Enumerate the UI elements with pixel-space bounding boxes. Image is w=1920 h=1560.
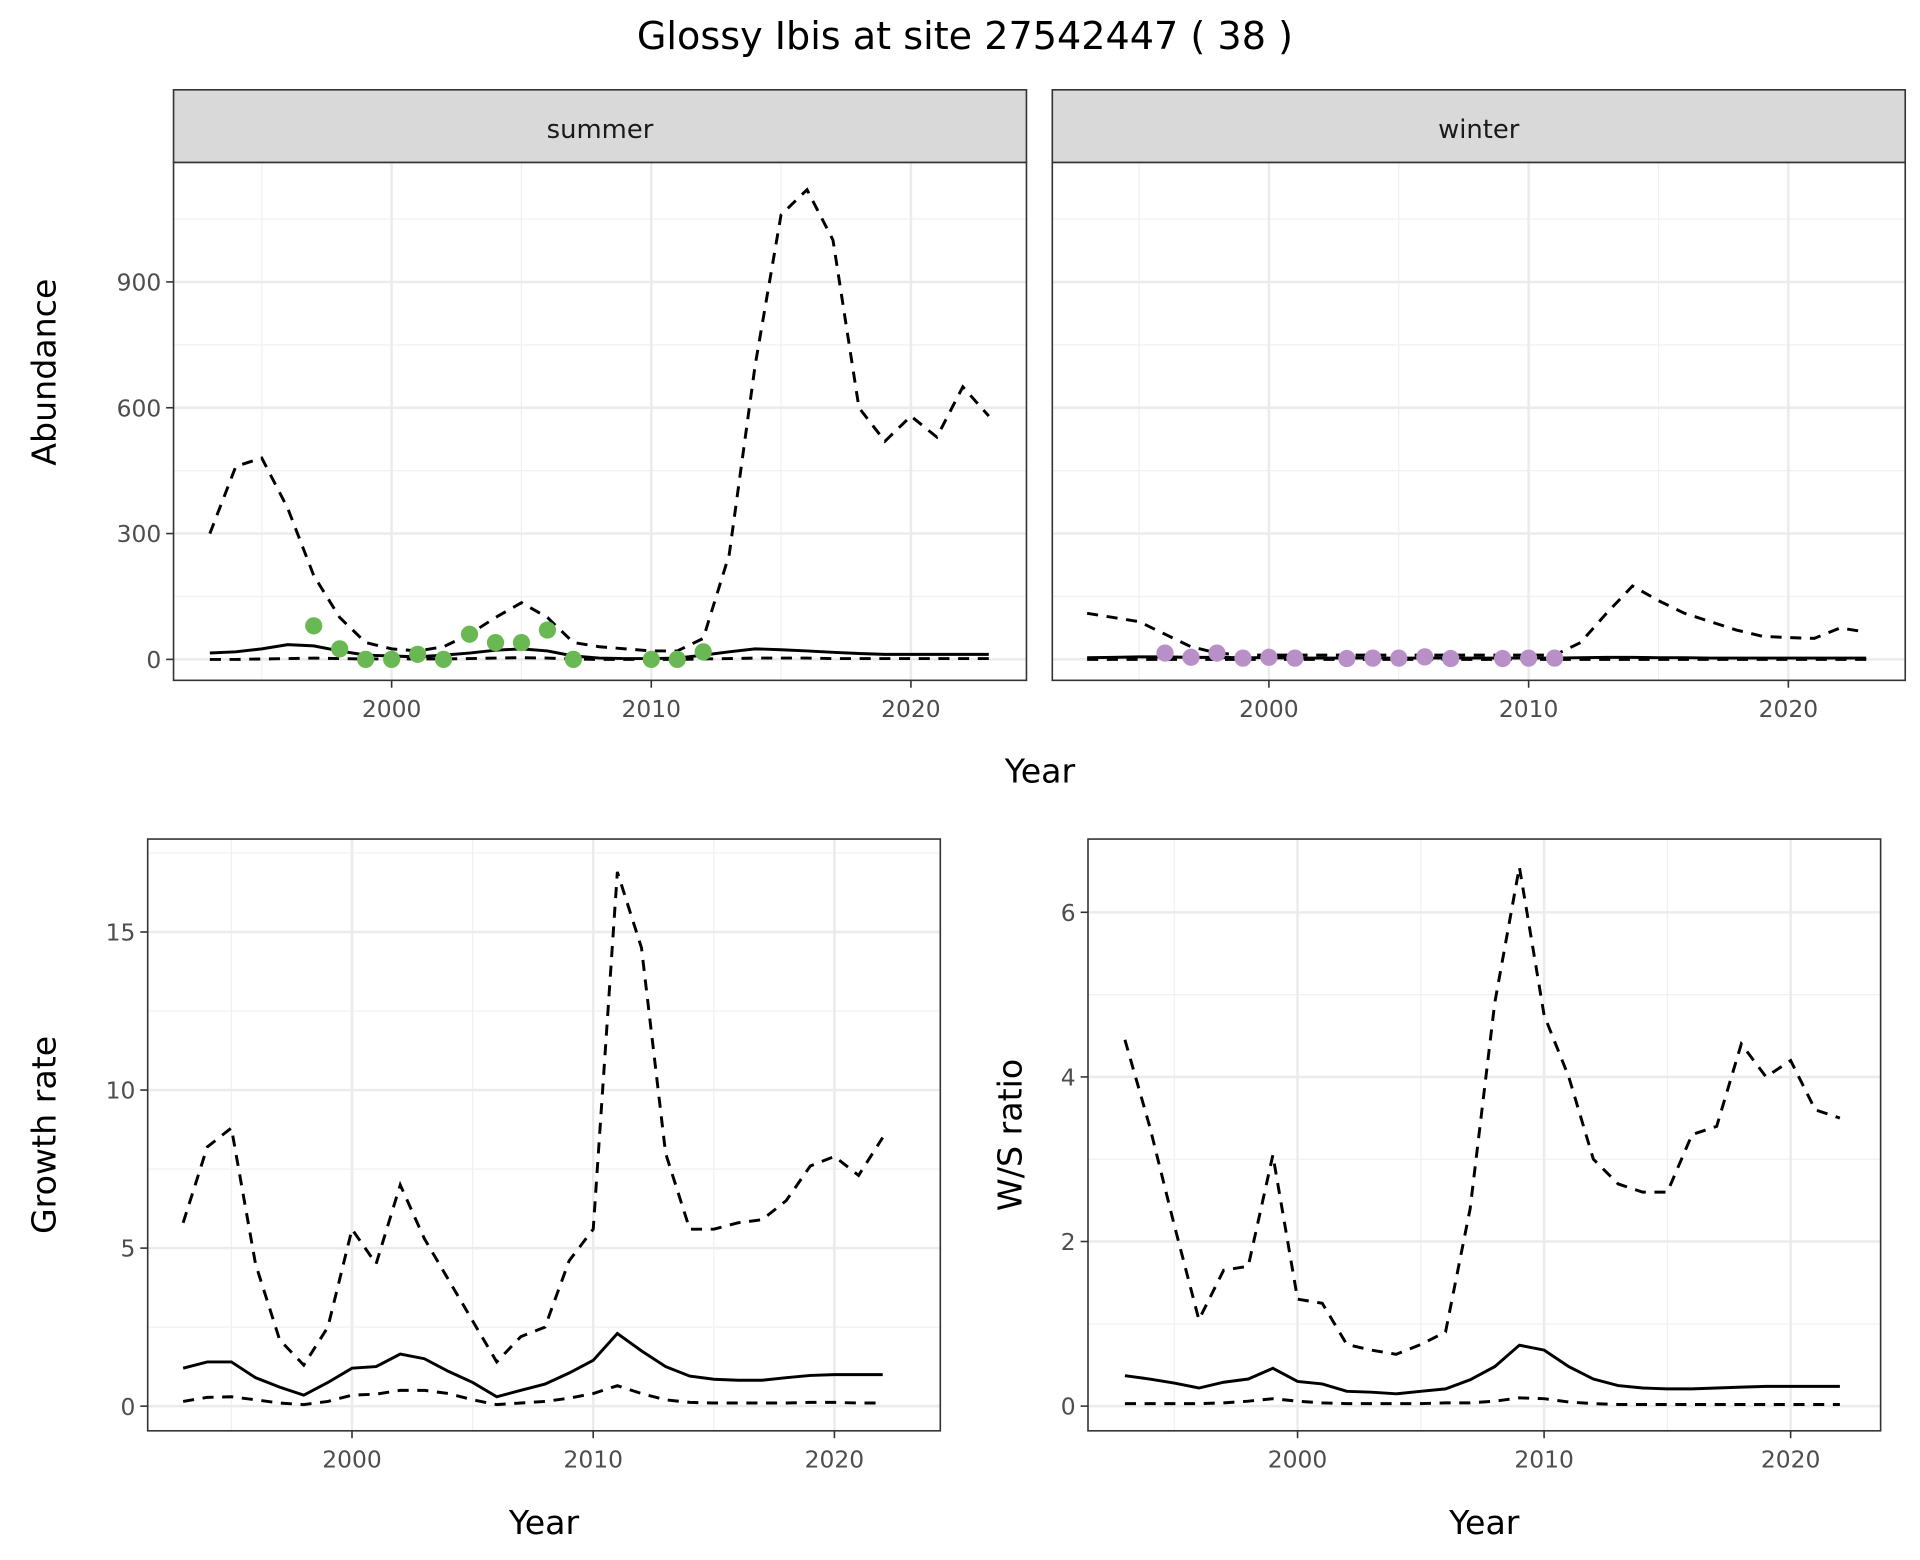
y-tick-label: 0	[146, 646, 161, 674]
data-point	[1364, 649, 1382, 667]
data-point	[1234, 649, 1252, 667]
x-tick-label: 2000	[1268, 1446, 1328, 1474]
y-tick-label: 600	[117, 394, 162, 422]
panel-summer: summer 2000 2010 2020 0 300 600 900 Abundance	[24, 89, 1028, 723]
x-tick-label: 2020	[1761, 1446, 1821, 1474]
panel-winter: winter 2000 2010 2020	[1051, 89, 1907, 723]
y-tick-label: 15	[106, 919, 136, 947]
plot-background	[1052, 162, 1906, 681]
facet-strip-label: summer	[547, 115, 654, 145]
facet-strip-label: winter	[1438, 115, 1520, 145]
data-point	[357, 650, 375, 668]
data-point	[512, 633, 531, 652]
y-axis-label: W/S ratio	[991, 1059, 1030, 1211]
series-line-upper	[208, 187, 990, 653]
x-tick-label: 2010	[1499, 695, 1559, 723]
data-point	[1494, 649, 1512, 668]
x-axis-label: Year	[1448, 1503, 1520, 1542]
y-axis-label: Abundance	[24, 279, 63, 466]
data-point	[538, 621, 557, 639]
data-point	[1520, 649, 1538, 667]
facet-strip	[1051, 89, 1907, 164]
data-point	[694, 643, 712, 661]
x-tick-label: 2020	[1759, 695, 1819, 723]
y-axis-label: Growth rate	[24, 1036, 63, 1234]
x-tick-label: 2010	[563, 1446, 623, 1474]
x-tick-label: 2010	[1514, 1446, 1574, 1474]
series-line-mean	[182, 1331, 883, 1399]
data-point	[1390, 649, 1408, 667]
y-tick-label: 5	[121, 1235, 136, 1263]
data-point	[305, 617, 323, 635]
series-line-upper	[181, 871, 884, 1368]
x-tick-label: 2000	[1239, 695, 1299, 723]
data-point	[408, 645, 427, 663]
data-point	[1338, 649, 1356, 668]
data-point	[460, 625, 479, 643]
chart-title: Glossy Ibis at site 27542447 ( 38 )	[637, 14, 1293, 58]
data-point	[1156, 644, 1174, 662]
series-line-mean	[1124, 1343, 1840, 1396]
y-tick-label: 300	[117, 520, 162, 548]
plot-background	[173, 162, 1027, 681]
y-tick-label: 4	[1061, 1064, 1076, 1092]
data-point	[564, 650, 583, 668]
y-tick-label: 900	[117, 269, 162, 297]
panel-growth: 2000 2010 2020 0 5 10 15 Growth rate Year	[24, 838, 942, 1542]
series-line-upper	[1086, 584, 1867, 657]
data-point	[1286, 649, 1304, 667]
data-point	[331, 640, 349, 658]
facet-strip	[172, 89, 1028, 164]
series-line-lower	[182, 1384, 883, 1407]
data-point	[1545, 649, 1564, 667]
y-tick-label: 0	[1061, 1393, 1076, 1421]
data-point	[1442, 649, 1460, 668]
data-point	[1208, 644, 1226, 662]
y-tick-label: 0	[121, 1393, 136, 1421]
x-tick-label: 2020	[881, 695, 941, 723]
y-tick-label: 2	[1061, 1228, 1076, 1256]
plot-background	[147, 839, 941, 1431]
plot-background	[1088, 839, 1881, 1431]
data-point	[383, 650, 401, 668]
y-tick-label: 10	[106, 1077, 136, 1105]
data-point	[1260, 648, 1278, 666]
data-point	[1182, 648, 1200, 666]
data-point	[486, 633, 505, 652]
top-x-axis-label: Year	[1004, 751, 1076, 790]
y-tick-label: 6	[1061, 899, 1076, 927]
data-point	[434, 650, 453, 668]
panel-border	[146, 838, 942, 1432]
data-point	[668, 650, 686, 668]
data-point	[1416, 648, 1434, 666]
series-line-mean	[1087, 655, 1867, 660]
series-line-lower	[1124, 1396, 1840, 1406]
data-point	[642, 650, 660, 668]
x-tick-label: 2000	[322, 1446, 382, 1474]
x-tick-label: 2010	[622, 695, 682, 723]
panel-border	[1087, 838, 1882, 1432]
x-axis-label: Year	[508, 1503, 580, 1542]
panel-ratio: 2000 2010 2020 0 2 4 6 W/S ratio Year	[991, 838, 1882, 1542]
x-tick-label: 2000	[362, 695, 422, 723]
x-tick-label: 2020	[805, 1446, 865, 1474]
